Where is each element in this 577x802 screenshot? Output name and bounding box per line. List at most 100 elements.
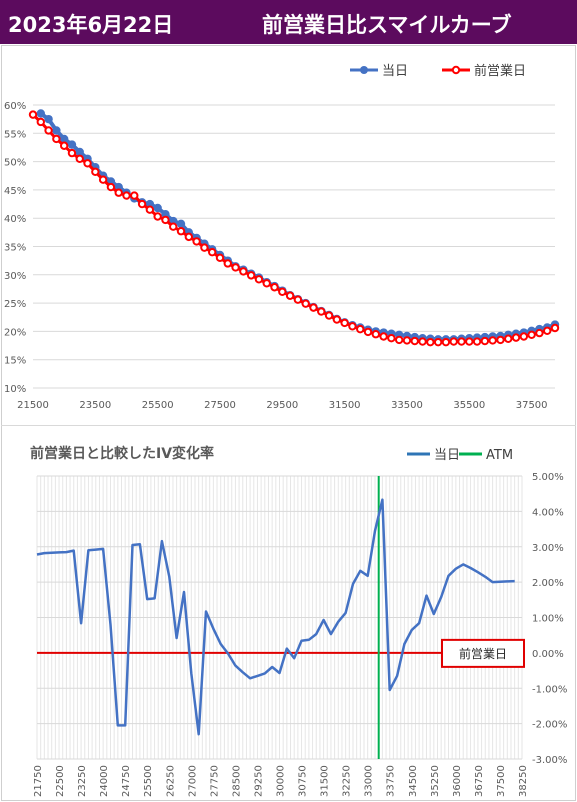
data-point-prev bbox=[410, 336, 419, 346]
legend-label: ATM bbox=[486, 448, 513, 463]
data-point-prev bbox=[418, 337, 427, 346]
data-point-prev bbox=[278, 287, 287, 296]
data-point-prev bbox=[457, 337, 466, 346]
data-point-prev bbox=[527, 330, 536, 339]
data-point-prev bbox=[332, 315, 342, 324]
data-point-prev bbox=[426, 337, 435, 347]
y-tick-label: 5.00% bbox=[532, 472, 564, 483]
legend-swatch-marker bbox=[451, 65, 461, 75]
y-tick-label: 20% bbox=[4, 327, 26, 338]
y-tick-label: 35% bbox=[4, 243, 26, 254]
data-point-prev bbox=[184, 232, 194, 242]
data-point-prev bbox=[504, 334, 513, 343]
data-point-prev bbox=[239, 267, 248, 276]
data-point-prev bbox=[75, 154, 84, 163]
y-tick-label: 15% bbox=[4, 356, 26, 367]
data-point-prev bbox=[36, 117, 45, 127]
data-point-prev bbox=[145, 205, 155, 214]
data-point-prev bbox=[324, 311, 334, 320]
x-tick-label: 24000 bbox=[99, 765, 110, 797]
data-point-today bbox=[153, 203, 162, 213]
y-tick-label: 4.00% bbox=[532, 507, 564, 518]
annotation-label: 前営業日 bbox=[459, 646, 507, 661]
data-point-prev bbox=[83, 159, 92, 168]
x-tick-label: 27000 bbox=[187, 765, 198, 797]
x-tick-label: 33000 bbox=[364, 765, 375, 797]
banner-date: 2023年6月22日 bbox=[8, 13, 174, 37]
x-tick-label: 27750 bbox=[209, 765, 220, 797]
x-tick-label: 35500 bbox=[453, 400, 485, 411]
data-point-prev bbox=[356, 324, 365, 334]
x-tick-label: 33500 bbox=[391, 400, 423, 411]
data-point-prev bbox=[270, 283, 279, 292]
data-point-prev bbox=[28, 110, 38, 119]
data-point-prev bbox=[106, 182, 116, 192]
x-tick-label: 30000 bbox=[276, 765, 287, 797]
data-point-prev bbox=[91, 167, 100, 176]
y-tick-label: -1.00% bbox=[532, 684, 567, 695]
data-point-today bbox=[67, 140, 77, 149]
data-point-prev bbox=[285, 291, 295, 300]
x-tick-label: 34500 bbox=[408, 765, 419, 797]
y-tick-label: 60% bbox=[4, 101, 26, 112]
data-point-prev bbox=[67, 148, 77, 158]
data-point-prev bbox=[394, 335, 404, 345]
data-point-prev bbox=[309, 303, 318, 312]
chart-frame bbox=[1, 45, 576, 801]
y-tick-label: 30% bbox=[4, 271, 26, 282]
x-tick-label: 33750 bbox=[386, 765, 397, 797]
y-tick-label: -2.00% bbox=[532, 720, 567, 731]
data-point-prev bbox=[465, 337, 474, 346]
smile-curve-chart: 10% 15% 20% 25% 30% 35% 40% 45% 50% 55% 60% 21500 23… bbox=[4, 63, 560, 411]
data-point-prev bbox=[317, 307, 326, 316]
y-tick-label: 50% bbox=[4, 158, 26, 169]
data-point-prev bbox=[44, 126, 53, 135]
data-point-prev bbox=[449, 337, 458, 346]
chart-title: 前営業日と比較したIV変化率 bbox=[30, 445, 214, 462]
x-tick-label: 23500 bbox=[79, 400, 111, 411]
data-point-prev bbox=[192, 237, 201, 246]
data-point-prev bbox=[231, 263, 240, 272]
data-point-prev bbox=[262, 279, 271, 288]
legend-label: 当日 bbox=[382, 64, 408, 79]
banner-title: 前営業日比スマイルカーブ bbox=[262, 13, 512, 37]
y-tick-label: 0.00% bbox=[532, 649, 564, 660]
data-point-prev bbox=[543, 326, 552, 336]
data-point-prev bbox=[480, 336, 490, 346]
data-point-prev bbox=[363, 327, 373, 337]
data-point-prev bbox=[488, 336, 497, 345]
data-point-prev bbox=[223, 259, 232, 268]
y-tick-label: 55% bbox=[4, 129, 26, 140]
y-tick-label: 45% bbox=[4, 186, 26, 197]
title-banner: 2023年6月22日 前営業日比スマイルカーブ bbox=[0, 0, 577, 44]
data-point-today bbox=[44, 114, 53, 124]
data-point-prev bbox=[293, 295, 303, 304]
data-point-prev bbox=[371, 330, 381, 339]
y-tick-label: -3.00% bbox=[532, 755, 567, 766]
data-point-prev bbox=[114, 188, 123, 197]
y-tick-label: 25% bbox=[4, 299, 26, 310]
data-point-prev bbox=[511, 333, 521, 342]
data-point-today bbox=[75, 147, 84, 157]
legend-label: 当日 bbox=[434, 448, 460, 463]
x-tick-label: 25500 bbox=[143, 765, 154, 797]
y-tick-label: 3.00% bbox=[532, 543, 564, 554]
x-tick-label: 22500 bbox=[55, 765, 66, 797]
data-point-prev bbox=[519, 332, 529, 341]
y-tick-label: 10% bbox=[4, 384, 26, 395]
x-tick-label: 36000 bbox=[452, 765, 463, 797]
y-tick-label: 1.00% bbox=[532, 614, 564, 625]
x-tick-label: 21500 bbox=[17, 400, 49, 411]
data-point-prev bbox=[200, 243, 209, 252]
x-tick-label: 24750 bbox=[121, 765, 132, 797]
x-tick-label: 37500 bbox=[496, 765, 507, 797]
data-point-prev bbox=[137, 199, 147, 209]
x-tick-label: 23250 bbox=[77, 765, 88, 797]
legend-label: 前営業日 bbox=[474, 63, 526, 79]
data-point-prev bbox=[98, 175, 108, 184]
data-point-prev bbox=[176, 227, 186, 236]
x-tick-label: 29500 bbox=[266, 400, 298, 411]
x-tick-label: 38250 bbox=[518, 765, 529, 797]
x-tick-label: 21750 bbox=[33, 765, 44, 797]
